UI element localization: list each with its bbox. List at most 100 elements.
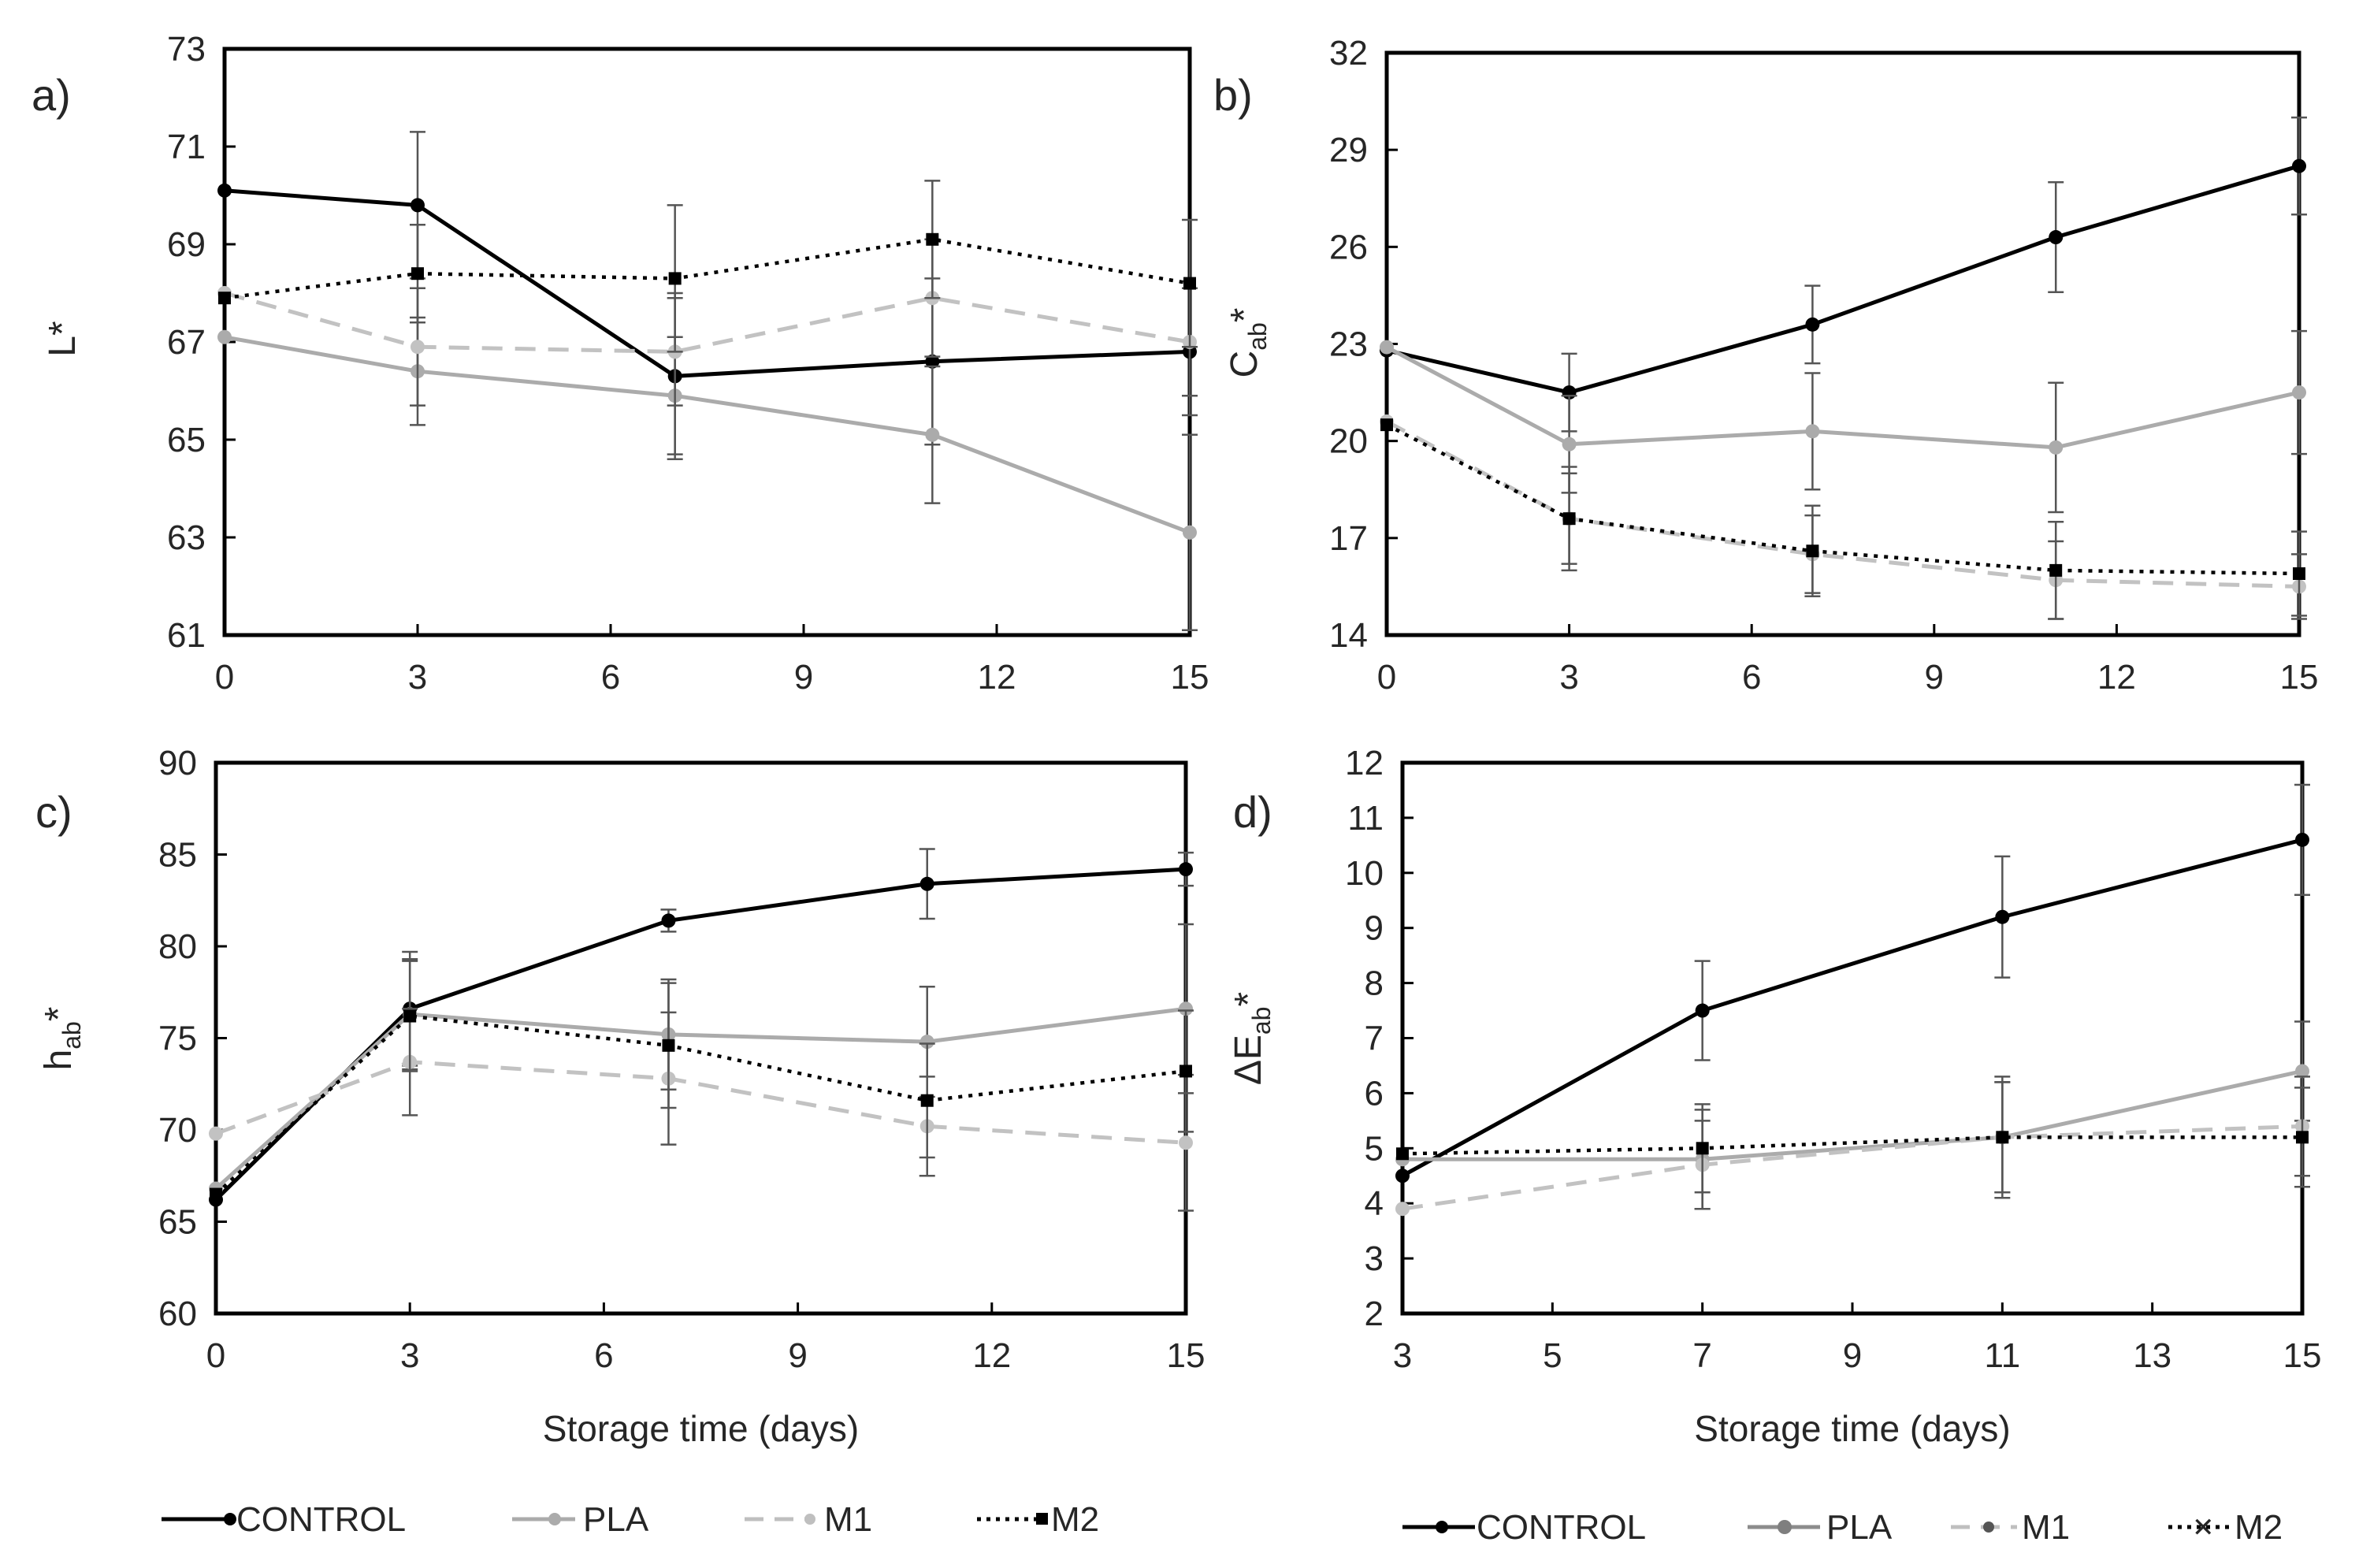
y-tick-label: 85 (158, 836, 197, 875)
y-tick-label: 2 (1365, 1295, 1384, 1333)
x-tick-label: 5 (1543, 1336, 1562, 1375)
series-line (1401, 838, 2303, 1178)
legend-label-pla-right: PLA (1826, 1508, 1893, 1547)
series-m2 (1396, 1081, 2310, 1194)
data-point (1806, 544, 1819, 558)
legend-label-m1-right: M1 (2022, 1508, 2070, 1547)
data-point (1562, 512, 1576, 526)
data-point (2296, 1131, 2309, 1144)
y-tick-label: 65 (158, 1203, 197, 1242)
data-point (217, 329, 232, 344)
y-tick-label: 10 (1345, 854, 1384, 893)
legend-right: CONTROL PLA M1 ✕ M2 (1402, 1508, 2283, 1547)
legend-label-m2: M2 (1051, 1500, 1099, 1539)
data-point (1183, 277, 1196, 290)
x-tick-label: 0 (215, 658, 234, 697)
panel-label: d) (1233, 787, 1272, 837)
legend-item-m2: M2 (977, 1500, 1099, 1539)
x-tick-label: 3 (400, 1336, 419, 1375)
data-point (1179, 1001, 1193, 1016)
y-tick-label: 69 (167, 225, 206, 264)
y-tick-label: 12 (1345, 744, 1384, 782)
data-point (925, 354, 940, 369)
series-pla (1380, 329, 2307, 514)
x-tick-label: 7 (1692, 1336, 1711, 1375)
data-point (2293, 567, 2305, 580)
x-tick-label: 11 (1984, 1336, 2020, 1375)
x-tick-label: 12 (2097, 658, 2136, 697)
x-tick-label: 3 (1393, 1336, 1412, 1375)
series-line (1385, 423, 2300, 576)
y-tick-label: 90 (158, 744, 197, 782)
y-tick-label: 17 (1329, 519, 1368, 558)
data-point (209, 1126, 223, 1141)
y-tick-label: 3 (1365, 1239, 1384, 1278)
series-line (1402, 1124, 2303, 1211)
y-tick-label: 29 (1329, 131, 1368, 169)
data-point (2295, 1064, 2309, 1079)
data-point (411, 267, 424, 281)
y-tick-label: 67 (167, 323, 206, 362)
x-tick-label: 13 (2133, 1336, 2171, 1375)
legend-marker-m2-right: ✕ (2192, 1513, 2215, 1543)
x-tick-label: 15 (2283, 1336, 2322, 1375)
x-tick-label: 0 (1377, 658, 1396, 697)
data-point (218, 292, 231, 305)
y-tick-label: 9 (1365, 909, 1384, 948)
data-point (1183, 525, 1197, 540)
data-point (1395, 1202, 1410, 1217)
y-tick-label: 8 (1365, 964, 1384, 1003)
y-axis-label: L* (42, 321, 84, 356)
x-tick-label: 6 (594, 1336, 613, 1375)
data-point (1696, 1142, 1709, 1155)
series-m2 (1380, 418, 2307, 620)
y-tick-label: 73 (167, 30, 206, 69)
data-point (217, 183, 232, 198)
data-point (1562, 437, 1577, 451)
legend-item-m1-right: M1 (1951, 1508, 2070, 1547)
panel-label: c) (35, 787, 72, 837)
y-tick-label: 4 (1365, 1184, 1384, 1223)
y-tick-label: 14 (1329, 616, 1368, 655)
legend-item-control-right: CONTROL (1402, 1508, 1646, 1547)
series-line (224, 291, 1191, 354)
y-tick-label: 71 (167, 128, 206, 166)
data-point (925, 427, 940, 442)
data-point (1380, 340, 1394, 355)
x-tick-label: 6 (1742, 658, 1761, 697)
series-line (1402, 1135, 2302, 1156)
data-point (919, 1035, 934, 1050)
data-point (1179, 862, 1193, 877)
series-control (1395, 783, 2310, 1183)
y-tick-label: 75 (158, 1020, 197, 1058)
data-point (1695, 1003, 1710, 1018)
data-point (926, 232, 939, 246)
y-tick-label: 20 (1329, 422, 1368, 461)
y-tick-label: 63 (167, 518, 206, 557)
data-point (2295, 832, 2309, 847)
legend-item-pla-right: PLA (1748, 1508, 1893, 1547)
data-point (2292, 158, 2306, 173)
series-line (1402, 1068, 2303, 1161)
data-point (920, 1094, 934, 1107)
y-tick-label: 61 (167, 616, 206, 655)
y-tick-label: 5 (1365, 1129, 1384, 1168)
legend-label-control: CONTROL (236, 1500, 406, 1539)
x-tick-label: 9 (1925, 658, 1944, 697)
data-point (2049, 563, 2063, 577)
legend-label-m1: M1 (824, 1500, 872, 1539)
x-axis-label: Storage time (days) (1694, 1408, 2010, 1449)
x-tick-label: 3 (1559, 658, 1578, 697)
data-point (1179, 1135, 1193, 1150)
x-tick-label: 9 (788, 1336, 807, 1375)
data-point (1396, 1147, 1409, 1161)
x-tick-label: 15 (1171, 658, 1209, 697)
data-point (1805, 317, 1820, 332)
x-tick-label: 6 (601, 658, 620, 697)
chart-panel-3: c) 60 65 70 75 80 85 90 0 3 6 9 12 15 hab* Storage time… (35, 744, 1205, 1449)
series-m2 (210, 960, 1194, 1201)
data-point (662, 1039, 675, 1052)
legend-item-pla: PLA (512, 1500, 649, 1539)
